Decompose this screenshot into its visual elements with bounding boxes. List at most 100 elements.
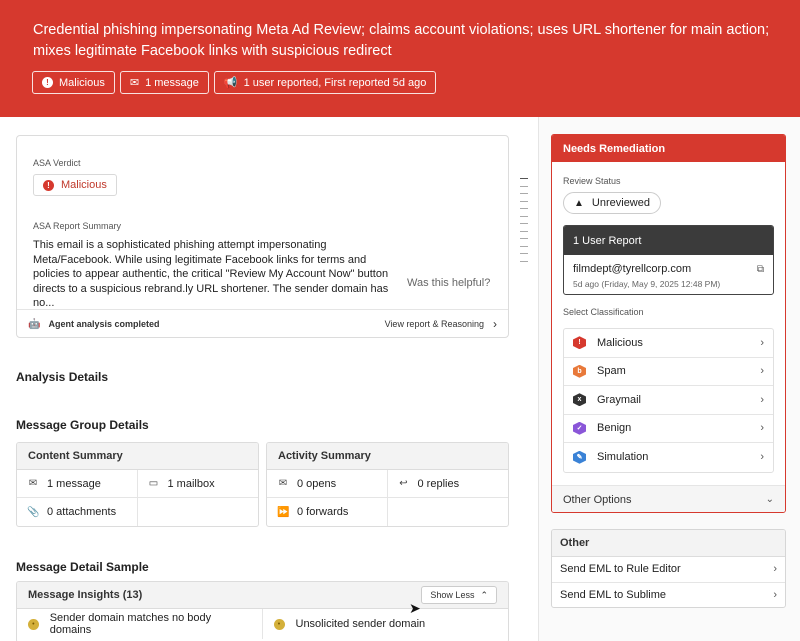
open-envelope-icon: ✉ xyxy=(278,478,288,489)
action-label: Send EML to Sublime xyxy=(560,589,666,602)
verdict-value: Malicious xyxy=(61,179,107,191)
chip-label: Malicious xyxy=(59,76,105,89)
chip-label: 1 message xyxy=(145,76,199,89)
threat-banner: Credential phishing impersonating Meta A… xyxy=(0,0,800,117)
view-report-link[interactable]: View report & Reasoning › xyxy=(385,317,497,331)
review-status-badge[interactable]: ▲ Unreviewed xyxy=(563,192,661,214)
message-group-heading: Message Group Details xyxy=(16,418,149,432)
cell-value: 1 mailbox xyxy=(167,477,215,490)
classification-label: Malicious xyxy=(597,336,643,349)
message-sample-heading: Message Detail Sample xyxy=(16,560,149,574)
remediation-card: Needs Remediation Review Status ▲ Unrevi… xyxy=(551,134,786,513)
verdict-card: ASA Verdict ! Malicious ASA Report Summa… xyxy=(16,135,528,338)
chevron-right-icon: › xyxy=(493,317,497,331)
send-eml-sublime[interactable]: Send EML to Sublime › xyxy=(552,583,785,608)
right-sidebar: Needs Remediation Review Status ▲ Unrevi… xyxy=(538,117,800,641)
other-actions-card: Other Send EML to Rule Editor › Send EML … xyxy=(551,529,786,608)
activity-summary-title: Activity Summary xyxy=(267,443,508,470)
cell-value: 0 attachments xyxy=(47,506,117,518)
empty-cell xyxy=(138,498,259,526)
replies-count: ↩ 0 replies xyxy=(387,470,508,498)
agent-status-label: Agent analysis completed xyxy=(48,319,160,329)
simulation-icon: ✎ xyxy=(573,450,586,464)
classification-label: Graymail xyxy=(597,393,642,406)
summary-label: ASA Report Summary xyxy=(33,221,122,231)
warning-icon: • xyxy=(273,618,285,630)
message-count-chip: ✉ 1 message xyxy=(119,71,209,94)
action-label: Send EML to Rule Editor xyxy=(560,563,681,576)
insight-item[interactable]: • Unsolicited sender domain xyxy=(263,609,509,639)
main-content: ASA Verdict ! Malicious ASA Report Summa… xyxy=(0,117,538,641)
review-status-value: Unreviewed xyxy=(591,197,650,209)
alert-icon: ! xyxy=(43,179,54,191)
activity-summary-table: Activity Summary ✉ 0 opens ↩ 0 replies ⏩ 0 … xyxy=(266,442,509,527)
agent-status: 🤖 Agent analysis completed xyxy=(28,319,160,330)
remediation-title: Needs Remediation xyxy=(552,135,785,162)
report-summary: This email is a sophisticated phishing a… xyxy=(33,239,389,309)
classification-list: ! Malicious › b Spam › x Graymail › ✓ Benign › ✎… xyxy=(563,328,774,473)
graymail-icon: x xyxy=(573,393,586,407)
chip-label: 1 user reported, First reported 5d ago xyxy=(243,76,427,89)
chevron-right-icon: › xyxy=(760,336,764,349)
copy-icon[interactable]: ⧉ xyxy=(756,264,764,275)
robot-icon: 🤖 xyxy=(28,318,41,330)
verdict-label: ASA Verdict xyxy=(33,158,81,168)
verdict-badge: ! Malicious xyxy=(33,174,117,196)
scroll-indicator[interactable] xyxy=(520,178,528,268)
classification-label: Simulation xyxy=(597,451,649,464)
forwards-count: ⏩ 0 forwards xyxy=(267,498,388,526)
opens-count: ✉ 0 opens xyxy=(267,470,388,498)
malicious-chip: ! Malicious xyxy=(32,71,115,94)
other-options-label: Other Options xyxy=(563,493,632,506)
chevron-right-icon: › xyxy=(760,365,764,378)
paperclip-icon: 📎 xyxy=(27,506,40,518)
review-status-label: Review Status xyxy=(563,176,621,186)
content-summary-title: Content Summary xyxy=(17,443,258,470)
banner-chips: ! Malicious ✉ 1 message 📢 1 user reporte… xyxy=(32,71,437,94)
classification-label: Select Classification xyxy=(563,307,644,317)
classify-spam[interactable]: b Spam › xyxy=(564,358,773,386)
chevron-up-icon: ⌃ xyxy=(480,589,488,600)
warning-triangle-icon: ▲ xyxy=(574,197,584,209)
user-reported-chip: 📢 1 user reported, First reported 5d ago xyxy=(213,71,437,94)
insights-title: Message Insights (13) xyxy=(28,589,143,601)
user-report-title: 1 User Report xyxy=(564,226,773,255)
classify-graymail[interactable]: x Graymail › xyxy=(564,386,773,415)
chevron-down-icon: ⌄ xyxy=(765,494,774,505)
cell-value: 0 forwards xyxy=(297,506,349,518)
classification-label: Benign xyxy=(597,422,632,435)
chevron-right-icon: › xyxy=(773,563,777,576)
chevron-right-icon: › xyxy=(773,589,777,602)
show-less-button[interactable]: Show Less ⌃ xyxy=(421,586,497,604)
classify-simulation[interactable]: ✎ Simulation › xyxy=(564,443,773,472)
verdict-footer: 🤖 Agent analysis completed View report &… xyxy=(17,309,508,338)
megaphone-icon: 📢 xyxy=(223,77,238,89)
classify-malicious[interactable]: ! Malicious › xyxy=(564,329,773,358)
empty-cell xyxy=(388,498,509,526)
send-eml-rule-editor[interactable]: Send EML to Rule Editor › xyxy=(552,557,785,583)
other-options-toggle[interactable]: Other Options ⌄ xyxy=(552,485,785,512)
content-summary-table: Content Summary ✉ 1 message ▭ 1 mailbox 📎 0… xyxy=(16,442,259,527)
messages-count: ✉ 1 message xyxy=(17,470,138,498)
chevron-right-icon: › xyxy=(760,451,764,464)
view-report-label: View report & Reasoning xyxy=(384,319,484,329)
cell-value: 0 replies xyxy=(417,477,460,490)
analysis-details-heading: Analysis Details xyxy=(16,370,109,384)
cell-value: 0 opens xyxy=(297,477,337,490)
mailbox-count: ▭ 1 mailbox xyxy=(137,470,258,498)
benign-icon: ✓ xyxy=(573,421,586,435)
envelope-icon: ✉ xyxy=(129,77,140,89)
alert-icon: ! xyxy=(42,77,53,88)
helpful-prompt[interactable]: Was this helpful? xyxy=(407,277,491,289)
other-title: Other xyxy=(552,530,785,557)
classify-benign[interactable]: ✓ Benign › xyxy=(564,415,773,443)
insights-header: Message Insights (13) Show Less ⌃ xyxy=(17,582,508,609)
reporter-email: filmdept@tyrellcorp.com xyxy=(573,263,692,275)
chevron-right-icon: › xyxy=(760,422,764,435)
insight-label: Sender domain matches no body domains xyxy=(49,612,212,636)
spam-icon: b xyxy=(573,364,586,378)
warning-icon: • xyxy=(28,618,39,630)
classification-label: Spam xyxy=(597,365,626,378)
reply-icon: ↩ xyxy=(399,478,408,489)
insight-item[interactable]: • Sender domain matches no body domains xyxy=(17,609,263,639)
